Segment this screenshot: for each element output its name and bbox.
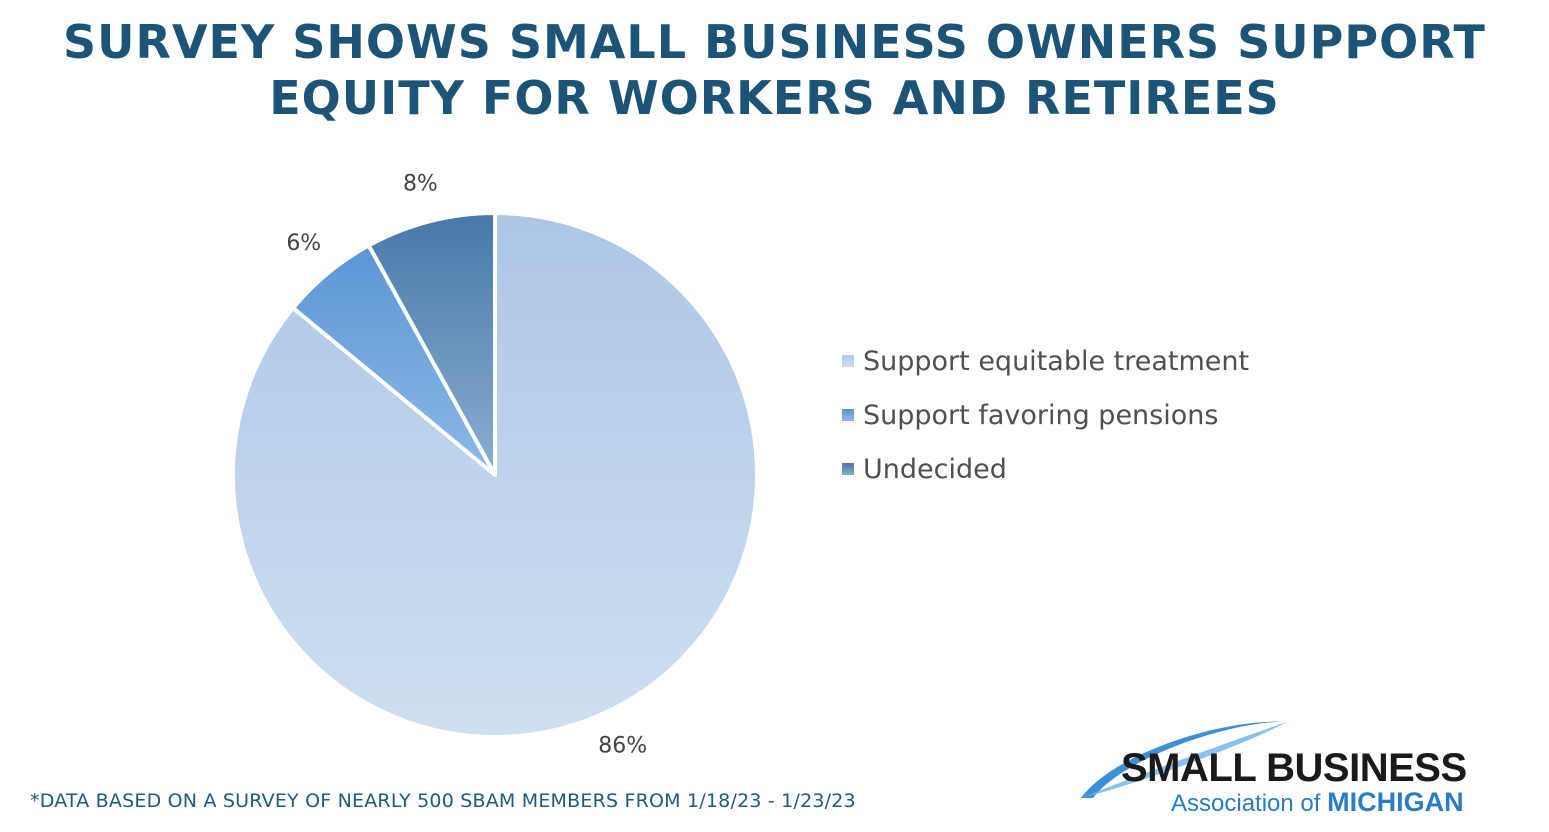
logo-swoosh-icon [1081,721,1287,798]
pie-label-support-equitable: 86% [598,733,647,758]
logo-text-emphasis: MICHIGAN [1327,787,1464,817]
logo-text-line-2: Association of MICHIGAN [1171,787,1464,818]
pie-slice-undecided [366,211,497,477]
pie-label-undecided: 8% [403,171,438,196]
footnote: *DATA BASED ON A SURVEY OF NEARLY 500 SB… [30,790,856,812]
title-line-2: EQUITY FOR WORKERS AND RETIREES [269,71,1280,125]
legend-label-undecided: Undecided [863,453,1007,485]
legend-swatch-support-pensions [842,409,854,421]
legend-item-support-equitable: Support equitable treatment [842,334,1249,388]
title-line-1: SURVEY SHOWS SMALL BUSINESS OWNERS SUPPO… [63,15,1486,69]
chart-legend: Support equitable treatment Support favo… [842,334,1249,496]
logo-text-prefix: Association of [1171,790,1328,817]
legend-item-support-pensions: Support favoring pensions [842,388,1249,442]
legend-label-support-equitable: Support equitable treatment [863,345,1250,377]
legend-item-undecided: Undecided [842,442,1249,496]
logo-text-line-1: SMALL BUSINESS [1121,746,1467,790]
legend-swatch-support-equitable [842,355,854,367]
legend-label-support-pensions: Support favoring pensions [863,399,1219,431]
sbam-logo: SMALL BUSINESS Association of MICHIGAN [1075,712,1535,822]
pie-label-support-pensions: 6% [286,231,321,256]
legend-swatch-undecided [842,463,854,475]
chart-title: SURVEY SHOWS SMALL BUSINESS OWNERS SUPPO… [0,14,1549,126]
